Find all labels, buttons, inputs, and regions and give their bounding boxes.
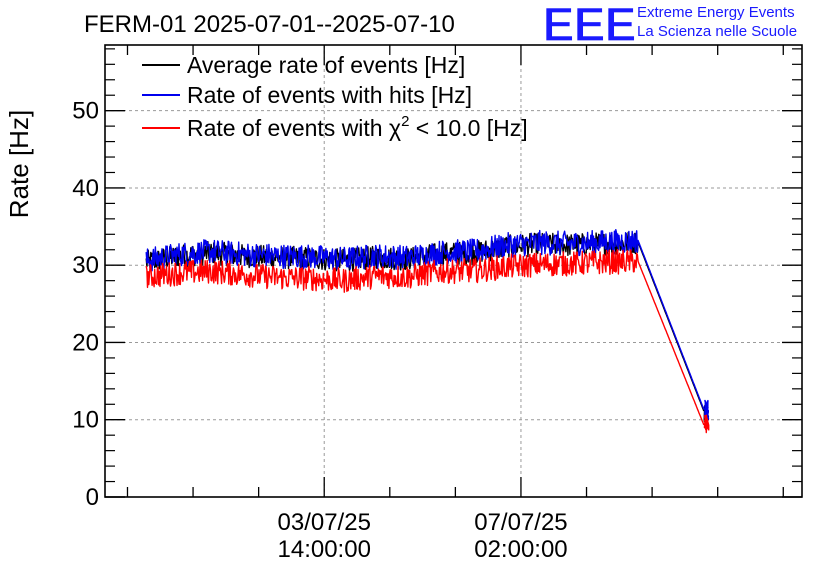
x-tick-label-time: 02:00:00 xyxy=(474,536,567,563)
eee-logo: EEE xyxy=(543,1,635,45)
axis-ticks xyxy=(105,45,802,498)
x-tick-label-date: 07/07/25 xyxy=(474,509,567,536)
legend-label: Rate of events with χ2 < 10.0 [Hz] xyxy=(187,113,528,141)
series-line xyxy=(145,249,710,434)
chart-title: FERM-01 2025-07-01--2025-07-10 xyxy=(84,11,455,38)
legend: Average rate of events [Hz] Rate of event… xyxy=(142,52,528,141)
y-tick-label: 10 xyxy=(72,407,99,434)
brand-line-1: Extreme Energy Events xyxy=(637,4,795,21)
series-line xyxy=(145,229,710,421)
y-tick-labels: 0 10 20 30 40 50 xyxy=(72,98,99,511)
x-tick-label-time: 14:00:00 xyxy=(278,536,371,563)
y-axis-label: Rate [Hz] xyxy=(4,110,34,218)
y-tick-label: 50 xyxy=(72,98,99,125)
legend-label: Rate of events with hits [Hz] xyxy=(187,82,472,108)
plot-frame xyxy=(104,44,803,498)
y-tick-label: 40 xyxy=(72,175,99,202)
y-tick-label: 20 xyxy=(72,329,99,356)
brand-text: Extreme Energy Events La Scienza nelle S… xyxy=(637,3,797,41)
series-layer xyxy=(145,229,710,434)
x-tick-label-date: 03/07/25 xyxy=(278,509,371,536)
y-tick-label: 30 xyxy=(72,252,99,279)
y-tick-label: 0 xyxy=(86,484,99,511)
legend-label: Average rate of events [Hz] xyxy=(187,52,465,78)
eee-logo-text: EEE xyxy=(543,1,635,45)
brand-line-2: La Scienza nelle Scuole xyxy=(637,23,798,40)
